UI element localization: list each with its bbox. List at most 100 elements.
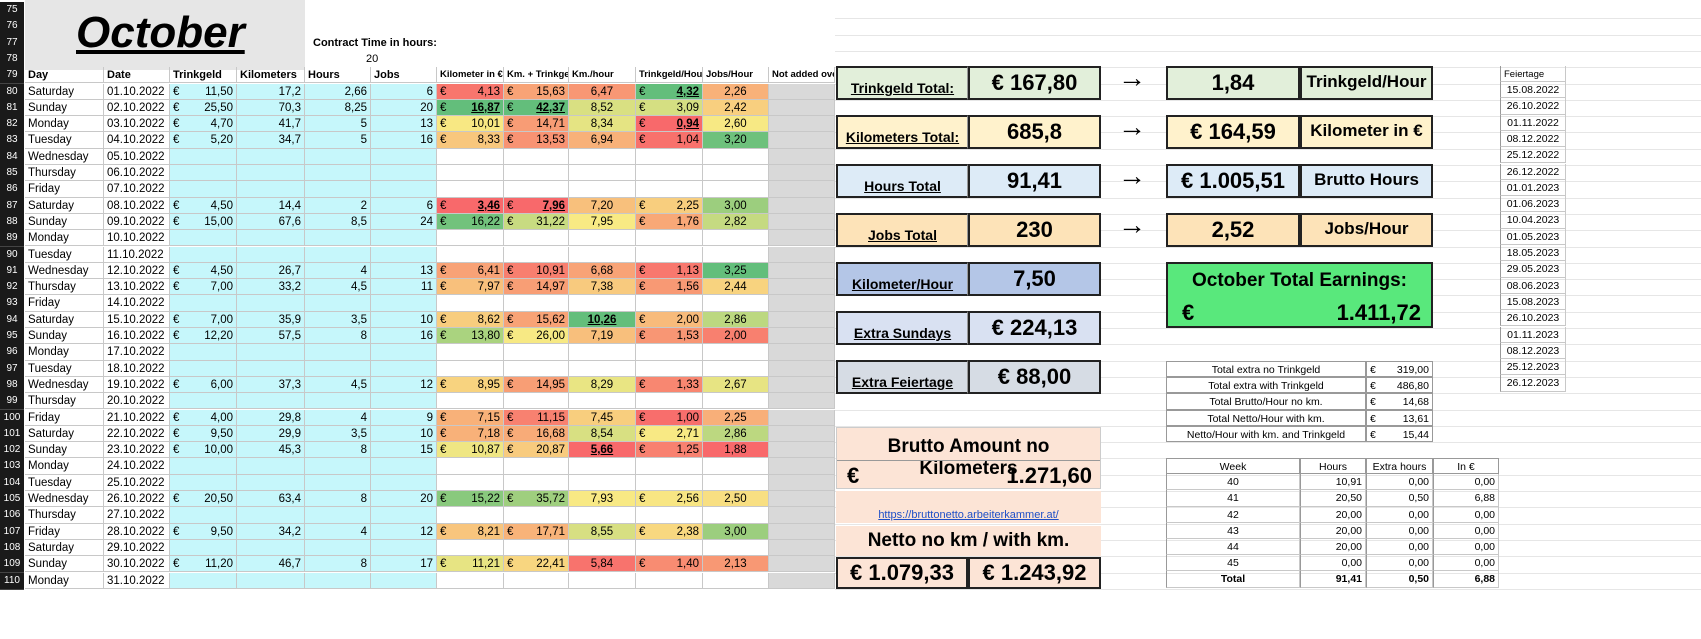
table-cell-tiph[interactable] — [636, 295, 703, 312]
week-cell[interactable]: 45 — [1166, 555, 1300, 572]
table-cell-not[interactable] — [769, 99, 835, 117]
table-cell-kmh[interactable]: 7,95 — [569, 213, 636, 231]
table-cell-hours[interactable]: 2,66 — [305, 83, 371, 100]
table-cell-date[interactable]: 03.10.2022 — [104, 116, 170, 133]
table-cell-day[interactable]: Sunday — [25, 442, 104, 459]
row-number[interactable]: 95 — [0, 328, 24, 346]
table-cell-kmeur[interactable]: €15,22 — [437, 491, 504, 508]
feiertag-date[interactable]: 26.10.2023 — [1500, 310, 1566, 327]
table-cell-kmh[interactable]: 10,26 — [569, 311, 636, 328]
table-cell-tip[interactable]: €4,00 — [170, 409, 237, 426]
table-cell-tiph[interactable] — [636, 246, 703, 263]
table-cell-day[interactable]: Sunday — [25, 213, 104, 231]
table-cell-hours[interactable] — [305, 474, 371, 491]
table-cell-day[interactable]: Thursday — [25, 393, 104, 410]
table-cell-day[interactable]: Sunday — [25, 556, 104, 573]
table-cell-kmh[interactable] — [569, 295, 636, 312]
kpi-value-extra_sundays[interactable]: € 224,13 — [968, 311, 1101, 345]
table-cell-kmtip[interactable] — [504, 246, 569, 263]
table-cell-jobs[interactable]: 24 — [371, 213, 437, 231]
row-number[interactable]: 108 — [0, 539, 24, 558]
table-cell-kmtip[interactable]: €11,15 — [504, 409, 569, 426]
table-cell-day[interactable]: Wednesday — [25, 376, 104, 394]
table-cell-kmtip[interactable] — [504, 295, 569, 312]
feiertag-date[interactable]: 15.08.2022 — [1500, 82, 1566, 99]
table-cell-hours[interactable]: 4,5 — [305, 279, 371, 296]
row-number[interactable]: 104 — [0, 474, 24, 492]
table-cell-kmtip[interactable] — [504, 474, 569, 491]
table-cell-jobs[interactable] — [371, 295, 437, 312]
extras-value[interactable]: €486,80 — [1366, 377, 1433, 394]
table-cell-kmeur[interactable]: €13,80 — [437, 328, 504, 345]
row-number[interactable]: 101 — [0, 425, 24, 444]
table-cell-date[interactable]: 06.10.2022 — [104, 165, 170, 182]
table-cell-km[interactable] — [237, 230, 305, 247]
table-cell-kmeur[interactable]: €10,87 — [437, 442, 504, 459]
table-cell-jobs[interactable]: 10 — [371, 311, 437, 328]
table-cell-kmtip[interactable] — [504, 230, 569, 247]
table-cell-kmtip[interactable]: €14,95 — [504, 376, 569, 394]
table-cell-kmeur[interactable]: €6,41 — [437, 262, 504, 280]
table-cell-tiph[interactable] — [636, 344, 703, 361]
table-cell-km[interactable]: 29,8 — [237, 409, 305, 426]
table-cell-hours[interactable] — [305, 393, 371, 410]
table-cell-hours[interactable]: 8,25 — [305, 99, 371, 117]
table-cell-tip[interactable] — [170, 393, 237, 410]
table-cell-tip[interactable]: €9,50 — [170, 523, 237, 540]
table-cell-tiph[interactable] — [636, 572, 703, 589]
table-cell-date[interactable]: 25.10.2022 — [104, 474, 170, 491]
row-number[interactable]: 85 — [0, 165, 24, 183]
week-cell[interactable]: 0,00 — [1366, 522, 1433, 539]
week-cell[interactable]: 0,00 — [1433, 506, 1499, 523]
table-cell-jobsh[interactable]: 2,50 — [703, 491, 769, 508]
table-cell-day[interactable]: Tuesday — [25, 246, 104, 263]
table-cell-jobsh[interactable] — [703, 295, 769, 312]
table-cell-kmh[interactable]: 5,84 — [569, 556, 636, 573]
table-cell-jobsh[interactable]: 2,86 — [703, 311, 769, 328]
week-header[interactable]: In € — [1433, 458, 1499, 475]
table-cell-not[interactable] — [769, 116, 835, 133]
table-cell-tip[interactable]: €20,50 — [170, 491, 237, 508]
table-cell-not[interactable] — [769, 539, 835, 557]
table-cell-jobsh[interactable]: 2,26 — [703, 83, 769, 100]
week-cell[interactable]: 0,00 — [1433, 522, 1499, 539]
row-number[interactable]: 97 — [0, 360, 24, 378]
feiertag-date[interactable]: 25.12.2022 — [1500, 147, 1566, 164]
table-cell-km[interactable]: 57,5 — [237, 328, 305, 345]
table-cell-kmeur[interactable] — [437, 148, 504, 165]
week-cell[interactable]: 6,88 — [1433, 490, 1499, 507]
table-cell-jobsh[interactable]: 2,42 — [703, 99, 769, 117]
table-cell-tip[interactable] — [170, 230, 237, 247]
table-cell-kmh[interactable]: 6,68 — [569, 262, 636, 280]
table-cell-kmh[interactable] — [569, 344, 636, 361]
table-cell-kmtip[interactable]: €10,91 — [504, 262, 569, 280]
feiertag-date[interactable]: 08.12.2023 — [1500, 342, 1566, 360]
table-cell-hours[interactable] — [305, 230, 371, 247]
table-cell-jobs[interactable]: 11 — [371, 279, 437, 296]
extras-value[interactable]: €13,61 — [1366, 409, 1433, 426]
table-cell-hours[interactable]: 4 — [305, 523, 371, 540]
table-cell-jobsh[interactable]: 3,25 — [703, 262, 769, 280]
row-number[interactable]: 89 — [0, 230, 24, 248]
table-cell-day[interactable]: Saturday — [25, 311, 104, 328]
table-cell-kmh[interactable] — [569, 230, 636, 247]
table-cell-jobs[interactable]: 15 — [371, 442, 437, 459]
table-cell-day[interactable]: Thursday — [25, 279, 104, 296]
table-cell-jobs[interactable] — [371, 458, 437, 475]
table-cell-hours[interactable]: 5 — [305, 132, 371, 149]
table-cell-tip[interactable]: €4,50 — [170, 197, 237, 214]
table-cell-hours[interactable] — [305, 572, 371, 589]
table-cell-not[interactable] — [769, 230, 835, 247]
column-header[interactable]: Day — [25, 67, 104, 84]
table-cell-jobsh[interactable]: 2,86 — [703, 425, 769, 443]
table-cell-jobs[interactable] — [371, 507, 437, 524]
row-number[interactable]: 91 — [0, 262, 24, 281]
week-cell[interactable]: 41 — [1166, 490, 1300, 507]
table-cell-jobsh[interactable] — [703, 165, 769, 182]
feiertag-date[interactable]: 01.11.2022 — [1500, 114, 1566, 131]
table-cell-kmtip[interactable] — [504, 148, 569, 165]
netto-no-km-value[interactable]: € 1.079,33 — [836, 557, 968, 589]
table-cell-tiph[interactable]: €1,04 — [636, 132, 703, 149]
table-cell-kmtip[interactable] — [504, 181, 569, 198]
table-cell-jobs[interactable] — [371, 344, 437, 361]
